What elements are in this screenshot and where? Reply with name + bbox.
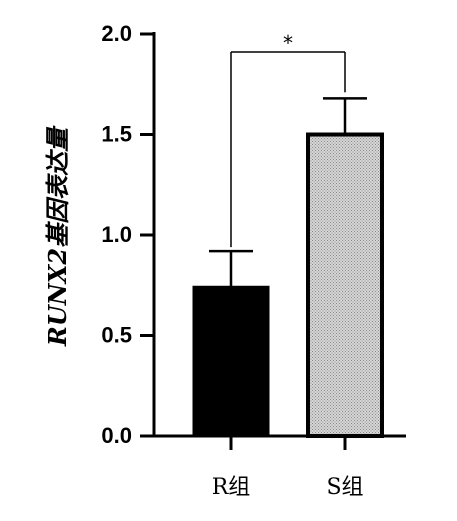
y-tick-label: 1.0	[101, 222, 132, 247]
bars	[194, 98, 382, 436]
x-category-label: R组	[212, 475, 251, 500]
y-tick-label: 0.0	[101, 423, 132, 448]
x-category-label: S组	[326, 475, 363, 500]
y-axis-label: RUNX2基因表达量	[43, 125, 72, 347]
y-axis: 0.0 0.5 1.0 1.5 2.0	[101, 21, 154, 448]
y-tick-label: 1.5	[101, 121, 132, 146]
significance-marker: *	[283, 31, 293, 55]
x-axis: R组 S组	[154, 436, 406, 500]
y-tick-label: 2.0	[101, 21, 132, 46]
y-tick-label: 0.5	[101, 322, 132, 347]
bar-r-group	[194, 287, 268, 436]
bar-s-group	[308, 135, 382, 437]
